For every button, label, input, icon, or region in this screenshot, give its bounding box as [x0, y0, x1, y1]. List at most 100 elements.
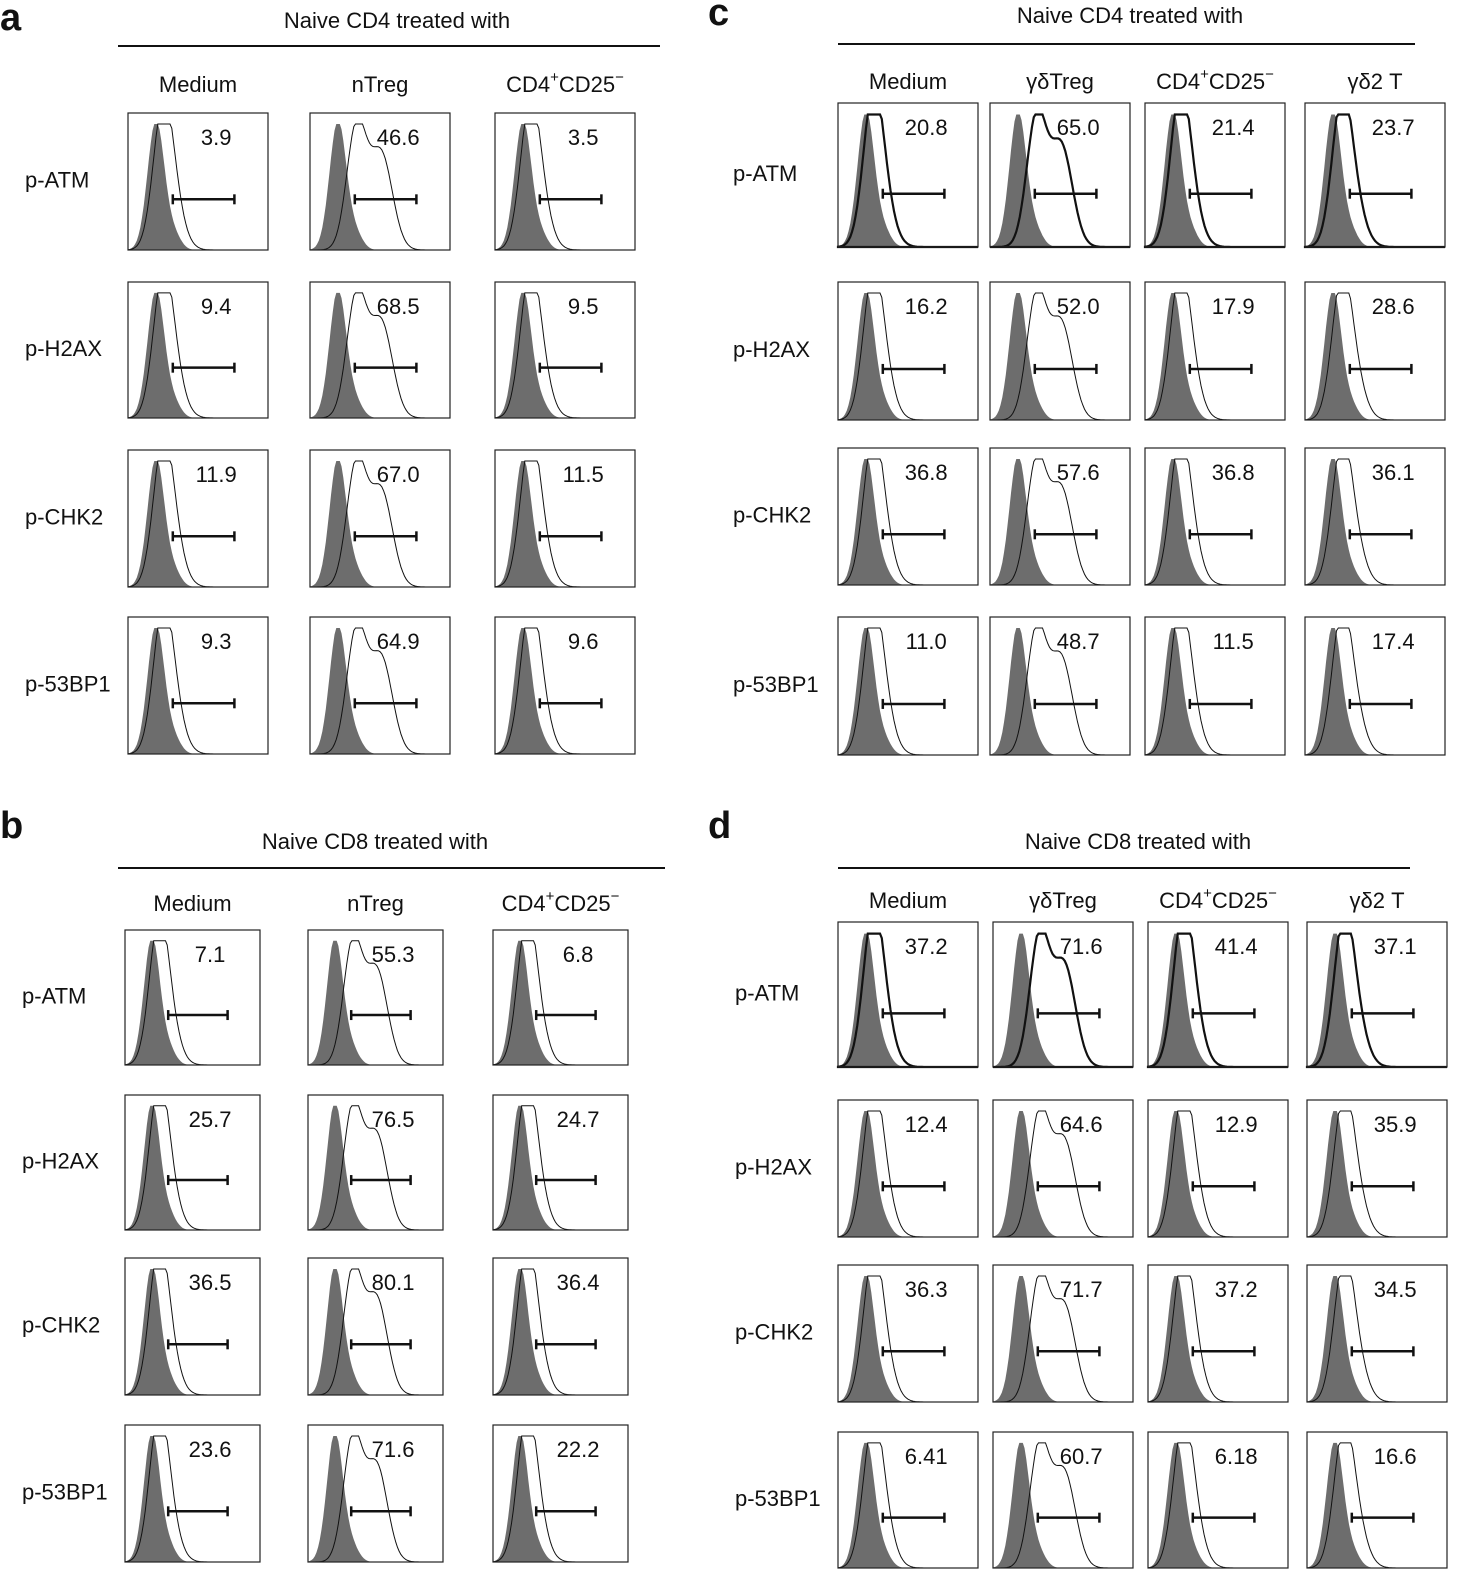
histogram-frame [837, 1264, 979, 1403]
control-histogram [990, 459, 1130, 585]
control-histogram [1305, 459, 1445, 585]
percentage: 9.4 [201, 294, 232, 319]
row-label: p-H2AX [22, 1148, 99, 1173]
histogram-frame [1306, 1431, 1448, 1569]
label-part: CD25 [1209, 69, 1265, 94]
histogram-frame [992, 1099, 1134, 1238]
control-histogram [1148, 933, 1288, 1067]
histogram-frame [1306, 1264, 1448, 1403]
row-label: p-H2AX [733, 337, 810, 362]
percentage: 65.0 [1057, 115, 1100, 140]
superscript: + [1200, 66, 1209, 83]
control-histogram [128, 628, 268, 754]
histogram-frame [492, 1094, 629, 1231]
histogram-frame [124, 1094, 261, 1231]
control-histogram [493, 940, 628, 1065]
histogram-frame [1306, 1099, 1448, 1238]
histogram-frame [127, 616, 269, 755]
histogram-frame [309, 112, 451, 251]
column-label: nTreg [347, 891, 404, 916]
label-part: CD4 [506, 72, 550, 97]
row-label: p-CHK2 [22, 1312, 100, 1337]
histogram-frame [1144, 447, 1286, 586]
histogram-frame [309, 616, 451, 755]
column-label: Medium [869, 69, 947, 94]
label-part: CD4 [502, 891, 546, 916]
control-histogram [308, 1436, 443, 1562]
histogram-frame [837, 102, 979, 248]
percentage: 36.4 [557, 1270, 600, 1295]
label-part: Medium [159, 72, 237, 97]
control-histogram [1307, 933, 1447, 1067]
histogram-frame [307, 1257, 444, 1396]
percentage: 11.9 [196, 462, 237, 487]
column-label: CD4+CD25− [502, 888, 620, 916]
panel-letter: a [0, 0, 22, 39]
row-label: p-ATM [22, 983, 86, 1008]
histogram-frame [989, 102, 1131, 248]
control-histogram [310, 292, 450, 418]
control-histogram [838, 293, 978, 420]
column-label: CD4+CD25− [1156, 66, 1274, 94]
label-part: γδ2 T [1349, 888, 1404, 913]
control-histogram [1305, 293, 1445, 420]
histogram-frame [837, 616, 979, 756]
control-histogram [1148, 1442, 1288, 1568]
percentage: 60.7 [1060, 1444, 1103, 1469]
histogram-frame [837, 921, 979, 1068]
percentage: 37.1 [1374, 934, 1417, 959]
histogram-frame [492, 1257, 629, 1396]
panel-title: Naive CD4 treated with [284, 8, 510, 33]
column-label: Medium [869, 888, 947, 913]
histogram-frame [1304, 616, 1446, 756]
control-histogram [493, 1269, 628, 1395]
percentage: 9.6 [568, 629, 599, 654]
percentage: 64.6 [1060, 1112, 1103, 1137]
histogram-frame [837, 281, 979, 421]
column-label: Medium [159, 72, 237, 97]
histogram-frame [127, 112, 269, 251]
superscript: − [611, 888, 620, 905]
superscript: − [1268, 885, 1277, 902]
histogram-frame [1144, 102, 1286, 248]
label-part: γδ2 T [1347, 69, 1402, 94]
histogram-frame [1304, 281, 1446, 421]
histogram-frame [837, 1431, 979, 1569]
percentage: 25.7 [189, 1107, 232, 1132]
percentage: 28.6 [1372, 294, 1415, 319]
percentage: 12.4 [905, 1112, 948, 1137]
percentage: 9.3 [201, 629, 232, 654]
superscript: − [615, 69, 624, 86]
label-part: CD4 [1156, 69, 1200, 94]
column-label: γδTreg [1029, 888, 1097, 913]
percentage: 36.3 [905, 1277, 948, 1302]
panel-title: Naive CD8 treated with [262, 829, 488, 854]
percentage: 7.1 [195, 942, 226, 967]
control-histogram [1305, 628, 1445, 755]
percentage: 52.0 [1057, 294, 1100, 319]
histogram-frame [1304, 102, 1446, 248]
histogram-frame [124, 1424, 261, 1563]
percentage: 17.4 [1372, 629, 1415, 654]
control-histogram [308, 1269, 443, 1395]
control-histogram [990, 114, 1130, 247]
percentage: 21.4 [1212, 115, 1255, 140]
histogram-frame [1144, 616, 1286, 756]
control-histogram [128, 461, 268, 587]
control-histogram [990, 628, 1130, 755]
percentage: 76.5 [372, 1107, 415, 1132]
control-histogram [1307, 1111, 1447, 1237]
percentage: 71.7 [1060, 1277, 1103, 1302]
percentage: 71.6 [1060, 934, 1103, 959]
histogram-frame [309, 281, 451, 419]
control-histogram [495, 124, 635, 250]
control-histogram [310, 124, 450, 250]
control-histogram [310, 628, 450, 754]
control-histogram [125, 1269, 260, 1395]
percentage: 16.6 [1374, 1444, 1417, 1469]
label-part: CD4 [1159, 888, 1203, 913]
histogram-frame [307, 1094, 444, 1231]
control-histogram [993, 1111, 1133, 1237]
percentage: 23.7 [1372, 115, 1415, 140]
